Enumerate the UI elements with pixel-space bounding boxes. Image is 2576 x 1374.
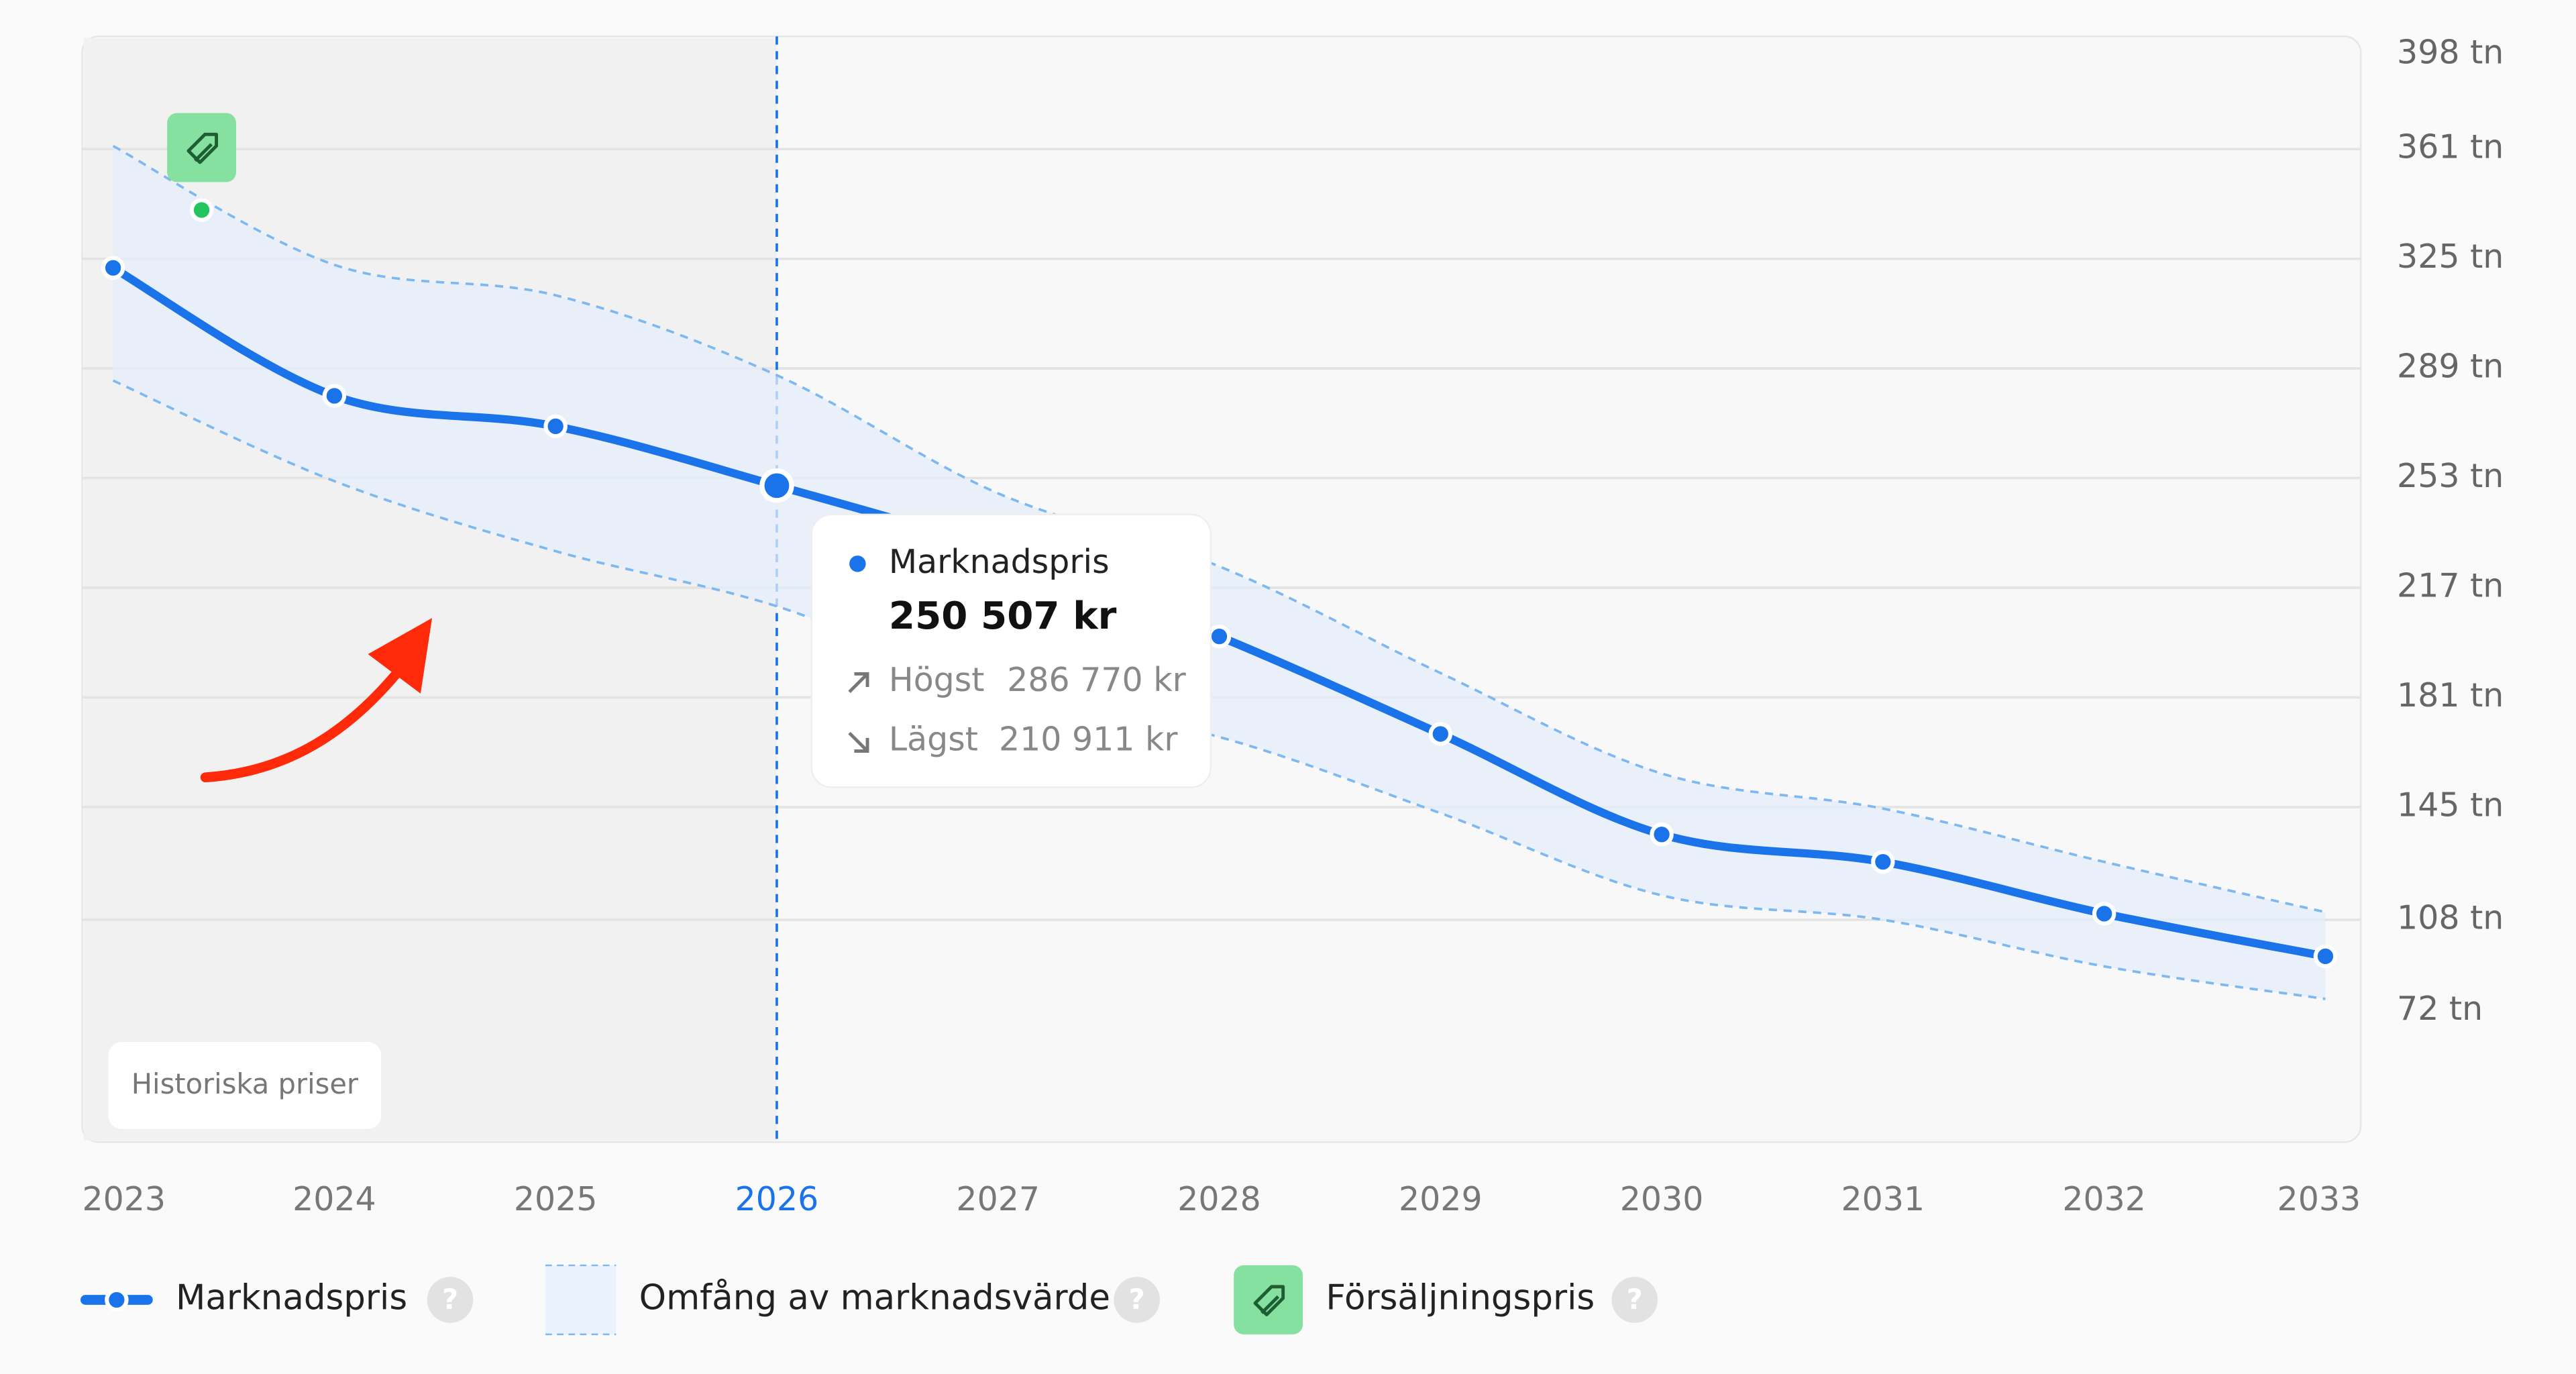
legend-label: Marknadspris: [176, 1277, 407, 1318]
help-icon[interactable]: [1114, 1277, 1160, 1323]
price-point: [759, 468, 794, 503]
y-tick-label: 217 tn: [2397, 567, 2504, 605]
tooltip-title: Marknadspris: [889, 543, 1110, 581]
sale-point: [189, 198, 214, 222]
tooltip-dot: [849, 556, 866, 572]
help-icon-text[interactable]: ?: [1129, 1283, 1145, 1316]
tooltip: Marknadspris 250 507 kr Högst 286 770 kr…: [810, 513, 1212, 788]
help-icon[interactable]: [1611, 1277, 1658, 1323]
annotation: Historiska priser: [131, 1067, 359, 1100]
price-point: [2313, 944, 2338, 969]
price-point: [101, 256, 125, 280]
tooltip-low: 210 911 kr: [999, 720, 1178, 758]
help-icon[interactable]: [427, 1277, 474, 1323]
x-tick-label: 2027: [956, 1180, 1040, 1218]
y-tick-label: 181 tn: [2397, 676, 2504, 715]
price-point: [543, 414, 568, 439]
x-tick-label: 2030: [1620, 1180, 1704, 1218]
y-tick-label: 253 tn: [2397, 457, 2504, 495]
x-tick-label: 2025: [514, 1180, 598, 1218]
sale-tag-bg: [167, 113, 236, 182]
help-icon-text[interactable]: ?: [1627, 1283, 1643, 1316]
x-tick-label: 2028: [1177, 1180, 1261, 1218]
price-point: [2092, 902, 2116, 926]
y-tick-label: 398 tn: [2397, 34, 2504, 72]
high-icon: [848, 672, 869, 694]
legend-label: Omfång av marknadsvärde: [639, 1277, 1110, 1318]
y-tick-label: 361 tn: [2397, 128, 2504, 166]
y-tick-label: 72 tn: [2397, 990, 2483, 1028]
marks: [101, 113, 2338, 1000]
legend-tag: [1234, 1265, 1303, 1334]
sale-tag-icon: [186, 132, 219, 164]
help-icon-text[interactable]: ?: [442, 1283, 458, 1316]
price-point: [1871, 849, 1895, 874]
tooltip-high: 286 770 kr: [1007, 661, 1186, 699]
x-tick-label: 2024: [292, 1180, 376, 1218]
range-lower: [112, 379, 2326, 1000]
x-tick-label: 2029: [1399, 1180, 1483, 1218]
price-point: [1428, 722, 1453, 746]
x-tick-label: 2033: [2277, 1180, 2361, 1218]
annotation-arrowhead: [368, 618, 433, 694]
price-point: [1207, 624, 1232, 649]
y-tick-label: 145 tn: [2397, 786, 2504, 824]
legend: Marknadspris ? Omfång av marknadsvärde ?…: [80, 1264, 1658, 1336]
legend-band: [545, 1265, 616, 1334]
annotation-box: [108, 1041, 382, 1129]
price-point: [322, 384, 347, 408]
tag-icon: [1253, 1285, 1285, 1316]
y-tick-label: 325 tn: [2397, 237, 2504, 276]
tooltip-value: 250 507 kr: [889, 594, 1117, 638]
y-tick-label: 108 tn: [2397, 898, 2504, 937]
x-tick-label: 2023: [82, 1180, 166, 1218]
range-area: [113, 146, 2326, 999]
legend-label: Försäljningspris: [1326, 1277, 1595, 1318]
tooltip-box: [810, 513, 1212, 788]
tooltip-low-label: Lägst: [889, 720, 978, 758]
low-icon: [848, 731, 869, 753]
price-point: [1650, 823, 1674, 847]
x-tick-label: 2031: [1841, 1180, 1925, 1218]
sale-tag: [167, 113, 236, 182]
legend-point: [105, 1287, 129, 1312]
x-tick-label: 2032: [2062, 1180, 2146, 1218]
grid: 398 tn 361 tn 325 tn 289 tn 253 tn 217 tn 181 …: [82, 34, 2504, 1218]
tooltip-high-label: Högst: [889, 661, 985, 699]
y-tick-label: 289 tn: [2397, 348, 2504, 386]
annotation-arrow: [200, 633, 429, 783]
tag-bg: [1234, 1265, 1303, 1334]
x-tick-label: 2026: [735, 1180, 819, 1218]
range-upper: [112, 145, 2326, 914]
